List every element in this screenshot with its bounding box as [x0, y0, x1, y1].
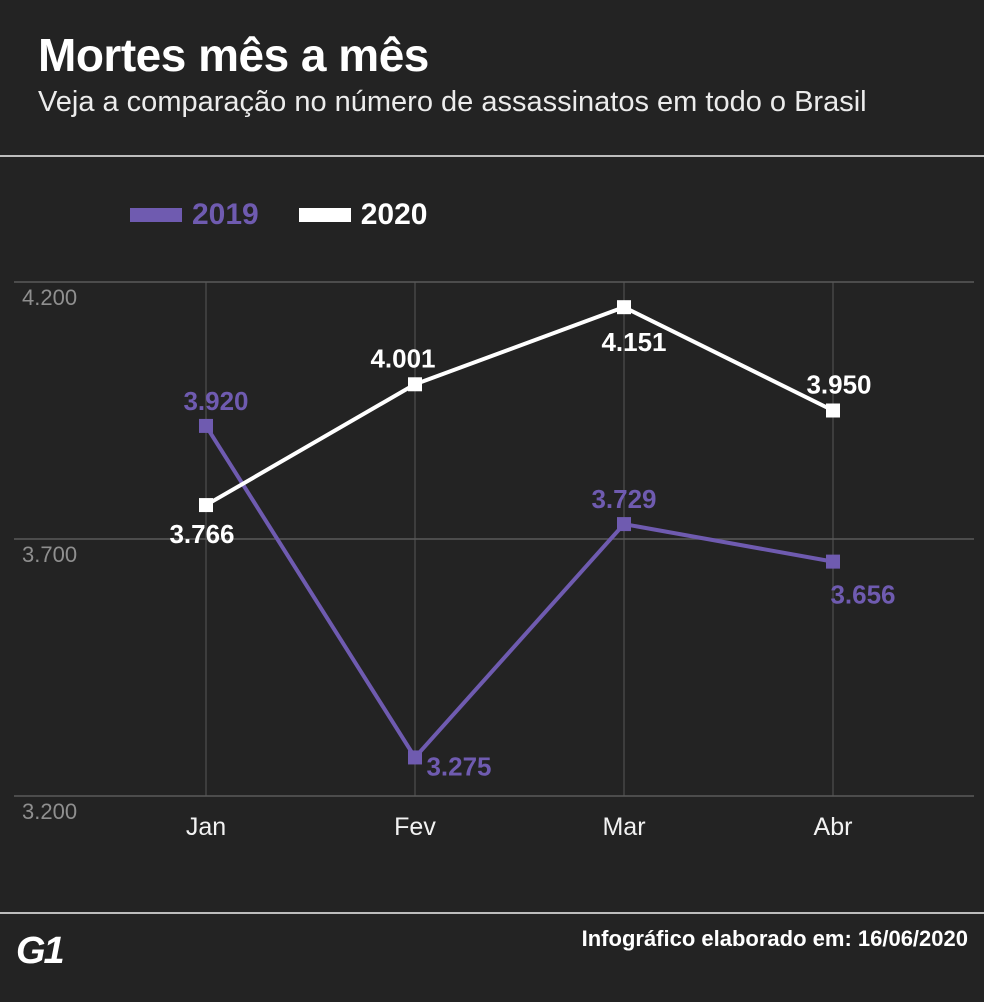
y-tick-label: 3.200: [22, 799, 77, 824]
data-point-2020: [199, 498, 213, 513]
bottom-divider: [0, 912, 984, 914]
top-divider: [0, 155, 984, 157]
data-point-2020: [826, 403, 840, 418]
data-label-2020: 3.950: [806, 370, 871, 400]
data-label-2019: 3.920: [183, 386, 248, 416]
y-tick-label: 4.200: [22, 285, 77, 310]
x-tick-label: Abr: [814, 813, 853, 841]
legend-item-2020: 2020: [298, 198, 428, 232]
legend-item-2019: 2019: [130, 198, 259, 232]
y-tick-label: 3.700: [22, 542, 77, 567]
data-label-2019: 3.656: [830, 580, 895, 610]
data-point-2019: [826, 554, 840, 569]
chart-title: Mortes mês a mês: [38, 29, 429, 81]
data-point-2019: [408, 750, 422, 765]
legend: 2019 2020: [130, 198, 428, 232]
legend-label-2019: 2019: [192, 198, 259, 231]
data-point-2019: [617, 517, 631, 532]
g1-logo: G1: [16, 930, 65, 972]
legend-swatch-2020: [298, 208, 351, 222]
data-label-2019: 3.729: [591, 484, 656, 514]
axis-layer: 3.200 3.700 4.200 Jan Fev Mar Abr: [22, 285, 852, 841]
data-point-2020: [408, 377, 422, 392]
x-tick-label: Mar: [602, 813, 645, 841]
data-point-2019: [199, 418, 213, 433]
series-layer: [199, 300, 840, 765]
footer-note: Infográfico elaborado em: 16/06/2020: [581, 926, 968, 951]
legend-label-2020: 2020: [360, 198, 428, 231]
x-tick-label: Fev: [394, 813, 436, 841]
chart-subtitle: Veja a comparação no número de assassina…: [38, 86, 867, 118]
x-tick-label: Jan: [186, 813, 226, 841]
grid-layer: [14, 281, 974, 797]
data-label-2020: 3.766: [169, 519, 234, 549]
series-line-2020: [204, 305, 834, 507]
data-label-2020: 4.001: [370, 343, 435, 373]
data-point-2020: [617, 300, 631, 315]
data-label-2019: 3.275: [426, 751, 491, 781]
data-label-2020: 4.151: [601, 327, 666, 357]
series-line-2019: [204, 424, 834, 760]
legend-swatch-2019: [130, 208, 182, 222]
data-label-layer: 3.920 3.275 3.729 3.656 3.766 4.001 4.151 3.950: [169, 327, 895, 781]
